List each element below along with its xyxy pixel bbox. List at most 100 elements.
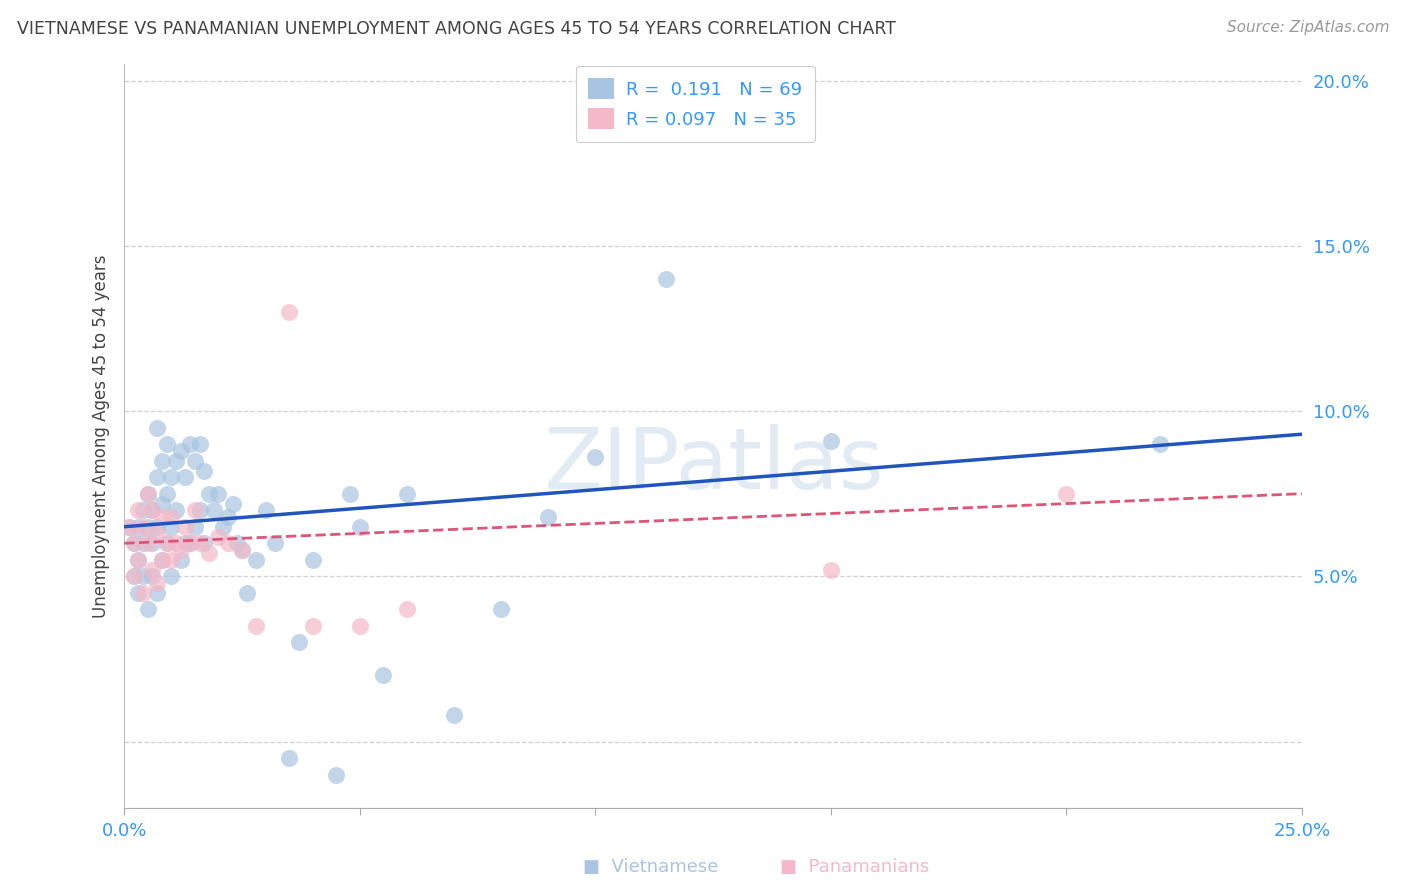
- Point: [122, 536, 145, 550]
- Point: [373, 668, 395, 682]
- Point: [212, 520, 235, 534]
- Point: [150, 553, 173, 567]
- Point: [174, 536, 197, 550]
- Point: [443, 708, 465, 723]
- Point: [122, 536, 145, 550]
- Point: [146, 470, 169, 484]
- Point: [141, 563, 163, 577]
- Point: [150, 497, 173, 511]
- Point: [235, 586, 257, 600]
- Point: [160, 509, 183, 524]
- Point: [339, 486, 361, 500]
- Point: [188, 536, 211, 550]
- Point: [583, 450, 606, 465]
- Point: [150, 509, 173, 524]
- Point: [207, 486, 229, 500]
- Point: [136, 486, 159, 500]
- Point: [127, 520, 149, 534]
- Point: [217, 509, 239, 524]
- Point: [127, 586, 149, 600]
- Point: [207, 530, 229, 544]
- Point: [193, 464, 215, 478]
- Point: [136, 536, 159, 550]
- Point: [231, 542, 253, 557]
- Point: [170, 443, 193, 458]
- Point: [160, 569, 183, 583]
- Point: [127, 553, 149, 567]
- Point: [820, 434, 842, 448]
- Point: [118, 520, 141, 534]
- Point: [537, 509, 560, 524]
- Point: [188, 503, 211, 517]
- Point: [489, 602, 512, 616]
- Point: [146, 420, 169, 434]
- Point: [231, 542, 253, 557]
- Point: [156, 437, 179, 451]
- Point: [136, 486, 159, 500]
- Point: [395, 602, 418, 616]
- Point: [254, 503, 277, 517]
- Point: [184, 503, 207, 517]
- Point: [301, 553, 323, 567]
- Point: [395, 486, 418, 500]
- Point: [245, 619, 267, 633]
- Point: [174, 520, 197, 534]
- Point: [146, 526, 169, 541]
- Point: [820, 563, 842, 577]
- Point: [146, 586, 169, 600]
- Point: [193, 536, 215, 550]
- Point: [122, 569, 145, 583]
- Point: [150, 453, 173, 467]
- Point: [132, 503, 155, 517]
- Point: [179, 536, 201, 550]
- Point: [179, 536, 201, 550]
- Point: [349, 520, 371, 534]
- Point: [174, 470, 197, 484]
- Text: VIETNAMESE VS PANAMANIAN UNEMPLOYMENT AMONG AGES 45 TO 54 YEARS CORRELATION CHAR: VIETNAMESE VS PANAMANIAN UNEMPLOYMENT AM…: [17, 20, 896, 37]
- Point: [156, 536, 179, 550]
- Point: [165, 503, 187, 517]
- Point: [278, 751, 301, 765]
- Point: [165, 536, 187, 550]
- Point: [132, 520, 155, 534]
- Point: [122, 569, 145, 583]
- Point: [141, 503, 163, 517]
- Point: [160, 470, 183, 484]
- Text: ■  Vietnamese: ■ Vietnamese: [583, 858, 718, 876]
- Point: [141, 569, 163, 583]
- Point: [156, 536, 179, 550]
- Point: [301, 619, 323, 633]
- Point: [325, 767, 347, 781]
- Point: [165, 453, 187, 467]
- Legend: R =  0.191   N = 69, R = 0.097   N = 35: R = 0.191 N = 69, R = 0.097 N = 35: [575, 66, 815, 142]
- Point: [150, 553, 173, 567]
- Point: [226, 536, 249, 550]
- Point: [127, 553, 149, 567]
- Point: [198, 486, 221, 500]
- Point: [1149, 437, 1171, 451]
- Point: [141, 503, 163, 517]
- Point: [132, 569, 155, 583]
- Point: [132, 536, 155, 550]
- Point: [287, 635, 309, 649]
- Point: [141, 536, 163, 550]
- Point: [217, 536, 239, 550]
- Point: [146, 575, 169, 590]
- Y-axis label: Unemployment Among Ages 45 to 54 years: Unemployment Among Ages 45 to 54 years: [93, 254, 110, 617]
- Text: ZIPatlas: ZIPatlas: [543, 424, 883, 507]
- Text: ■  Panamanians: ■ Panamanians: [780, 858, 929, 876]
- Point: [146, 520, 169, 534]
- Point: [202, 503, 225, 517]
- Point: [655, 272, 678, 286]
- Point: [349, 619, 371, 633]
- Point: [278, 305, 301, 319]
- Point: [221, 497, 243, 511]
- Point: [160, 520, 183, 534]
- Text: Source: ZipAtlas.com: Source: ZipAtlas.com: [1226, 20, 1389, 35]
- Point: [132, 586, 155, 600]
- Point: [179, 437, 201, 451]
- Point: [264, 536, 287, 550]
- Point: [184, 520, 207, 534]
- Point: [136, 602, 159, 616]
- Point: [188, 437, 211, 451]
